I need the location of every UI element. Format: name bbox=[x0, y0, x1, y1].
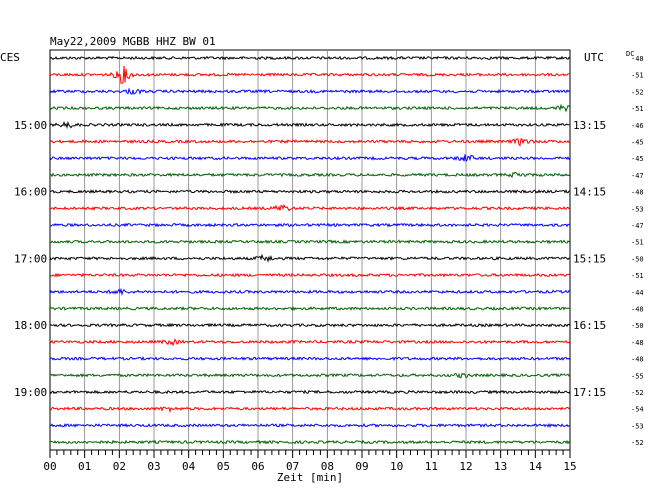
right-time-label: 15:15 bbox=[573, 252, 606, 265]
x-axis-label: Zeit [min] bbox=[277, 471, 343, 484]
x-tick-label: 01 bbox=[78, 460, 91, 473]
dc-offset-value: -47 bbox=[631, 172, 644, 180]
chart-title: May22,2009 MGBB HHZ BW 01 bbox=[50, 35, 216, 48]
x-tick-label: 14 bbox=[529, 460, 543, 473]
left-hour-label: 17:00 bbox=[14, 252, 47, 265]
trace-0 bbox=[49, 55, 571, 61]
x-tick-label: 06 bbox=[251, 460, 264, 473]
dc-offset-value: -44 bbox=[631, 289, 644, 297]
dc-offset-value: -50 bbox=[631, 322, 644, 330]
x-tick-label: 02 bbox=[113, 460, 126, 473]
x-tick-label: 12 bbox=[459, 460, 472, 473]
x-axis: 00 01 02 03 04 05 06 07 08 09 10 11 12 13 14 15 bbox=[43, 450, 577, 473]
trace-2 bbox=[49, 87, 571, 95]
dc-offset-value: -47 bbox=[631, 222, 644, 230]
dc-offset-value: -52 bbox=[631, 439, 644, 447]
dc-offset-value: -48 bbox=[631, 339, 644, 347]
dc-offset-value: -45 bbox=[631, 155, 644, 163]
dc-offset-header: DC bbox=[626, 50, 634, 58]
dc-offset-value: -51 bbox=[631, 105, 644, 113]
left-hour-label: 19:00 bbox=[14, 386, 47, 399]
trace-13 bbox=[49, 272, 571, 278]
dc-offset-value: -52 bbox=[631, 389, 644, 397]
trace-8 bbox=[49, 189, 571, 195]
right-timezone-label: UTC bbox=[584, 51, 604, 64]
dc-offset-value: -48 bbox=[631, 189, 644, 197]
dc-offset-value: -53 bbox=[631, 205, 644, 213]
left-timezone-label: CES bbox=[0, 51, 20, 64]
x-tick-label: 00 bbox=[43, 460, 56, 473]
right-time-label: 13:15 bbox=[573, 119, 606, 132]
dc-offset-value: -50 bbox=[631, 255, 644, 263]
left-hour-label: 15:00 bbox=[14, 119, 47, 132]
dc-offset-value: -52 bbox=[631, 88, 644, 96]
x-tick-label: 10 bbox=[390, 460, 403, 473]
trace-20 bbox=[49, 389, 571, 395]
trace-22 bbox=[49, 422, 571, 428]
dc-offset-value: -53 bbox=[631, 422, 644, 430]
dc-offset-value: -51 bbox=[631, 272, 644, 280]
trace-19 bbox=[49, 372, 571, 379]
trace-15 bbox=[49, 305, 571, 312]
trace-23 bbox=[49, 439, 571, 445]
right-time-label: 17:15 bbox=[573, 386, 606, 399]
trace-9 bbox=[49, 203, 571, 212]
x-tick-label: 05 bbox=[217, 460, 230, 473]
dc-offset-value: -48 bbox=[631, 55, 644, 63]
x-tick-label: 07 bbox=[286, 460, 299, 473]
dc-offset-value: -51 bbox=[631, 72, 644, 80]
x-tick-label: 09 bbox=[355, 460, 368, 473]
trace-1 bbox=[49, 65, 571, 84]
x-tick-label: 15 bbox=[563, 460, 576, 473]
trace-5 bbox=[49, 138, 571, 147]
trace-3 bbox=[49, 103, 571, 113]
minute-grid bbox=[84, 50, 536, 450]
time-labels: 15:00 16:00 17:00 18:00 19:00 13:15 14:15 15:15… bbox=[14, 55, 644, 447]
dc-offset-value: -48 bbox=[631, 356, 644, 364]
right-time-label: 14:15 bbox=[573, 186, 606, 199]
seismic-traces bbox=[49, 55, 571, 445]
left-hour-label: 16:00 bbox=[14, 186, 47, 199]
trace-7 bbox=[49, 171, 571, 179]
trace-12 bbox=[49, 253, 571, 263]
x-tick-label: 13 bbox=[494, 460, 507, 473]
trace-11 bbox=[49, 239, 571, 245]
dc-offset-value: -51 bbox=[631, 239, 644, 247]
trace-6 bbox=[49, 154, 571, 162]
trace-10 bbox=[50, 222, 570, 228]
x-tick-label: 04 bbox=[182, 460, 196, 473]
trace-16 bbox=[49, 322, 571, 328]
dc-offset-value: -46 bbox=[631, 122, 644, 130]
trace-18 bbox=[49, 355, 571, 362]
dc-offset-value: -54 bbox=[631, 406, 644, 414]
dc-offset-value: -55 bbox=[631, 372, 644, 380]
x-tick-label: 03 bbox=[147, 460, 160, 473]
x-tick-label: 08 bbox=[321, 460, 334, 473]
right-time-label: 16:15 bbox=[573, 319, 606, 332]
trace-14 bbox=[49, 287, 571, 296]
dc-offset-value: -45 bbox=[631, 139, 644, 147]
trace-17 bbox=[49, 338, 571, 347]
plot-frame bbox=[49, 49, 571, 451]
trace-4 bbox=[49, 120, 571, 130]
dc-offset-value: -48 bbox=[631, 306, 644, 314]
x-tick-label: 11 bbox=[425, 460, 438, 473]
left-hour-label: 18:00 bbox=[14, 319, 47, 332]
trace-21 bbox=[49, 406, 571, 414]
